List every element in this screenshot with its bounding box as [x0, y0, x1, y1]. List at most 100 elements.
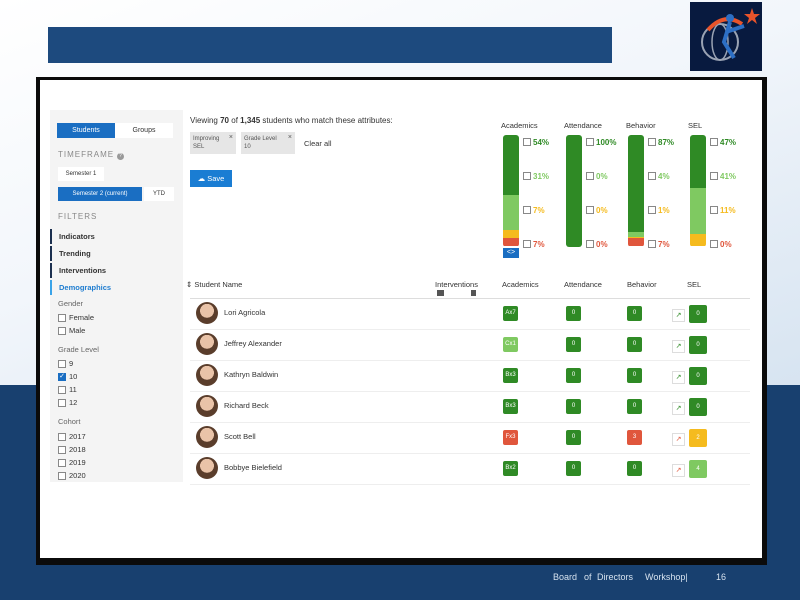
gender-female-checkbox[interactable]: Female	[58, 312, 94, 323]
table-row[interactable]: Scott Bell Fx3 0 3 ↗ 2	[190, 423, 750, 454]
column-header-student-name[interactable]: ⇕ Student Name	[186, 280, 242, 289]
column-header-academics[interactable]: Academics	[502, 280, 539, 289]
checkbox-box[interactable]	[58, 432, 66, 441]
bar-segment[interactable]	[628, 238, 644, 246]
checkbox-box[interactable]	[586, 138, 594, 146]
student-name[interactable]: Jeffrey Alexander	[224, 339, 282, 348]
nav-demographics[interactable]: Demographics	[50, 280, 183, 295]
semester-2-button[interactable]: Semester 2 (current)	[58, 187, 142, 201]
student-name[interactable]: Scott Bell	[224, 432, 256, 441]
table-row[interactable]: Kathryn Baldwin Bx3 0 0 ↗ 0	[190, 361, 750, 392]
bar-segment[interactable]	[628, 135, 644, 233]
student-name[interactable]: Bobbye Bielefield	[224, 463, 282, 472]
close-icon[interactable]: ×	[228, 134, 233, 141]
checkbox-box[interactable]	[710, 172, 718, 180]
checkbox-box[interactable]	[710, 138, 718, 146]
summary-percent[interactable]: 1%	[648, 205, 670, 215]
checkbox-box[interactable]	[648, 240, 656, 248]
summary-percent[interactable]: 100%	[586, 137, 616, 147]
grade-9-checkbox[interactable]: 9	[58, 358, 73, 369]
clear-all-link[interactable]: Clear all	[304, 139, 332, 148]
trend-arrow-icon[interactable]: ↗	[672, 340, 685, 353]
ytd-button[interactable]: YTD	[144, 187, 174, 201]
filter-chip-grade-level[interactable]: Grade Level 10 ×	[241, 132, 295, 154]
trend-arrow-icon[interactable]: ↗	[672, 309, 685, 322]
sel-cell[interactable]: 0	[689, 367, 707, 385]
checkbox-box[interactable]	[648, 206, 656, 214]
gender-male-checkbox[interactable]: Male	[58, 325, 85, 336]
checkbox-box[interactable]	[523, 138, 531, 146]
behavior-cell[interactable]: 0	[627, 368, 642, 383]
academics-cell[interactable]: Fx3	[503, 430, 518, 445]
attendance-cell[interactable]: 0	[566, 368, 581, 383]
cohort-2017-checkbox[interactable]: 2017	[58, 431, 86, 442]
checkbox-box[interactable]	[710, 206, 718, 214]
bar-segment[interactable]	[628, 232, 644, 237]
student-name[interactable]: Richard Beck	[224, 401, 269, 410]
checkbox-box[interactable]	[523, 240, 531, 248]
nav-indicators[interactable]: Indicators	[50, 229, 183, 244]
attendance-cell[interactable]: 0	[566, 306, 581, 321]
behavior-cell[interactable]: 0	[627, 461, 642, 476]
checkbox-box[interactable]	[58, 458, 66, 467]
behavior-cell[interactable]: 3	[627, 430, 642, 445]
bar-segment[interactable]	[503, 230, 519, 239]
checkbox-box[interactable]	[648, 172, 656, 180]
semester-1-button[interactable]: Semester 1	[58, 167, 104, 181]
academics-cell[interactable]: Bx3	[503, 399, 518, 414]
trend-arrow-icon[interactable]: ↗	[672, 433, 685, 446]
summary-percent[interactable]: 7%	[523, 239, 545, 249]
summary-percent[interactable]: 47%	[710, 137, 736, 147]
nav-interventions[interactable]: Interventions	[50, 263, 183, 278]
table-row[interactable]: Lori Agricola Ax7 0 0 ↗ 0	[190, 299, 750, 330]
academics-cell[interactable]: Bx3	[503, 368, 518, 383]
sel-cell[interactable]: 2	[689, 429, 707, 447]
summary-percent[interactable]: 4%	[648, 171, 670, 181]
cohort-2019-checkbox[interactable]: 2019	[58, 457, 86, 468]
tab-groups[interactable]: Groups	[115, 123, 173, 138]
document-icon[interactable]	[471, 290, 476, 296]
tab-students[interactable]: Students	[57, 123, 115, 138]
column-header-interventions[interactable]: Interventions	[435, 280, 478, 296]
checkbox-box[interactable]	[58, 471, 66, 480]
grid-icon[interactable]	[437, 290, 444, 296]
checkbox-box[interactable]	[648, 138, 656, 146]
grade-10-checkbox[interactable]: ✓ 10	[58, 371, 77, 382]
expand-icon[interactable]: <>	[503, 248, 519, 258]
cohort-2020-checkbox[interactable]: 2020	[58, 470, 86, 481]
behavior-cell[interactable]: 0	[627, 399, 642, 414]
summary-percent[interactable]: 7%	[523, 205, 545, 215]
bar-segment[interactable]	[690, 135, 706, 188]
summary-percent[interactable]: 31%	[523, 171, 549, 181]
student-name[interactable]: Kathryn Baldwin	[224, 370, 279, 379]
attendance-cell[interactable]: 0	[566, 337, 581, 352]
checkbox-box[interactable]	[586, 240, 594, 248]
column-header-behavior[interactable]: Behavior	[627, 280, 657, 289]
checkbox-box[interactable]	[710, 240, 718, 248]
attendance-cell[interactable]: 0	[566, 461, 581, 476]
behavior-cell[interactable]: 0	[627, 306, 642, 321]
checkmark-icon[interactable]: ✓	[58, 372, 66, 381]
bar-segment[interactable]	[566, 135, 582, 247]
attendance-cell[interactable]: 0	[566, 430, 581, 445]
trend-arrow-icon[interactable]: ↗	[672, 402, 685, 415]
filter-chip-improving-sel[interactable]: Improving SEL ×	[190, 132, 236, 154]
checkbox-box[interactable]	[58, 445, 66, 454]
summary-percent[interactable]: 11%	[710, 205, 736, 215]
academics-cell[interactable]: Ax7	[503, 306, 518, 321]
checkbox-box[interactable]	[58, 313, 66, 322]
checkbox-box[interactable]	[523, 172, 531, 180]
bar-segment[interactable]	[628, 236, 644, 239]
nav-trending[interactable]: Trending	[50, 246, 183, 261]
attendance-cell[interactable]: 0	[566, 399, 581, 414]
summary-percent[interactable]: 0%	[710, 239, 732, 249]
sel-cell[interactable]: 4	[689, 460, 707, 478]
summary-percent[interactable]: 0%	[586, 239, 608, 249]
summary-percent[interactable]: 0%	[586, 205, 608, 215]
bar-segment[interactable]	[503, 238, 519, 246]
behavior-cell[interactable]: 0	[627, 337, 642, 352]
checkbox-box[interactable]	[58, 398, 66, 407]
academics-cell[interactable]: Cx1	[503, 337, 518, 352]
summary-percent[interactable]: 41%	[710, 171, 736, 181]
save-button[interactable]: ☁ Save	[190, 170, 232, 187]
